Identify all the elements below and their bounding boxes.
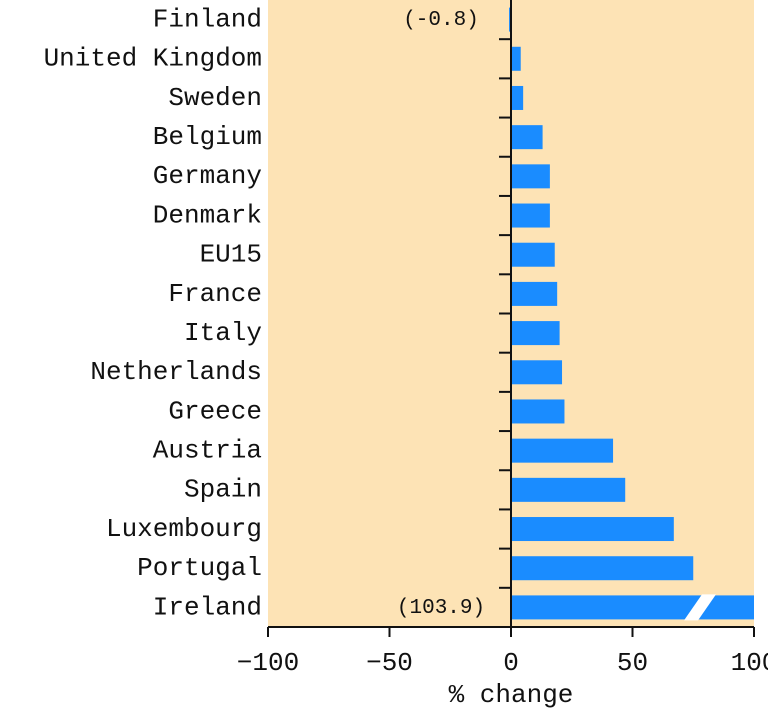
category-label: Luxembourg	[106, 514, 262, 544]
bars	[509, 7, 754, 621]
bar	[511, 125, 543, 150]
category-label: Germany	[153, 161, 262, 191]
x-tick-label: 50	[617, 648, 648, 678]
category-label: Portugal	[137, 553, 262, 583]
category-label: EU15	[200, 240, 262, 270]
category-label: Austria	[153, 436, 262, 466]
category-label: Ireland	[153, 592, 262, 622]
x-tick-label: 0	[503, 648, 519, 678]
bar	[511, 438, 614, 463]
x-axis-label: % change	[449, 680, 574, 710]
bar	[511, 477, 626, 502]
category-label: Spain	[184, 475, 262, 505]
bar	[511, 517, 674, 542]
category-label: Italy	[184, 318, 262, 348]
x-tick-label: 100	[731, 648, 768, 678]
bar	[511, 242, 555, 267]
bar	[511, 360, 563, 385]
category-label: Netherlands	[90, 357, 262, 387]
value-label: (103.9)	[397, 597, 485, 620]
bar	[511, 595, 754, 620]
bar	[511, 321, 560, 346]
category-label: Belgium	[153, 122, 262, 152]
bar-break	[684, 594, 716, 621]
category-label: Sweden	[168, 83, 262, 113]
bar	[511, 46, 521, 71]
value-label: (-0.8)	[403, 9, 479, 32]
x-tick-label: −50	[366, 648, 413, 678]
category-label: United Kingdom	[44, 44, 262, 74]
bar	[511, 399, 565, 424]
bar	[511, 85, 524, 110]
bar	[511, 281, 558, 306]
category-label: Greece	[168, 396, 262, 426]
bar	[511, 556, 694, 581]
category-label: Finland	[153, 4, 262, 34]
bar	[511, 164, 550, 189]
category-label: France	[168, 279, 262, 309]
bar	[511, 203, 550, 228]
x-tick-label: −100	[237, 648, 299, 678]
category-label: Denmark	[153, 200, 262, 230]
